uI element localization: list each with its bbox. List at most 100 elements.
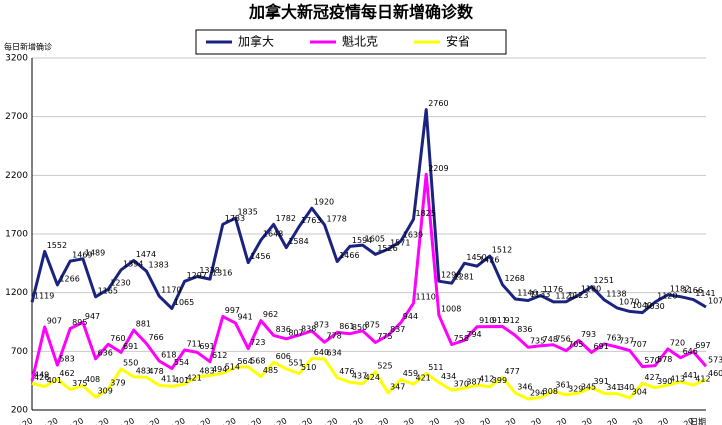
data-label: 1119 xyxy=(34,292,54,301)
legend-label: 魁北克 xyxy=(342,34,378,49)
data-label: 494 xyxy=(212,365,227,374)
data-label: 947 xyxy=(85,312,100,321)
data-label: 861 xyxy=(339,322,354,331)
data-label: 1165 xyxy=(98,286,118,295)
data-label: 907 xyxy=(47,317,62,326)
data-label: 758 xyxy=(454,334,469,343)
data-label: 391 xyxy=(594,377,609,386)
data-label: 379 xyxy=(110,378,125,387)
data-label: 412 xyxy=(695,375,710,384)
data-label: 1266 xyxy=(59,274,79,283)
y-tick-label: 1200 xyxy=(5,288,28,298)
data-label: 375 xyxy=(72,379,87,388)
data-label: 1297 xyxy=(187,271,207,280)
data-label: 636 xyxy=(98,348,113,357)
data-label: 514 xyxy=(225,363,240,372)
data-label: 1474 xyxy=(136,250,156,259)
data-label: 911 xyxy=(492,316,507,325)
data-label: 1281 xyxy=(454,273,474,282)
y-tick-label: 200 xyxy=(11,406,28,416)
data-label: 570 xyxy=(644,356,659,365)
data-label: 748 xyxy=(543,335,558,344)
data-label: 551 xyxy=(288,358,303,367)
data-label: 1141 xyxy=(695,289,715,298)
data-label: 763 xyxy=(606,333,621,342)
data-label: 646 xyxy=(683,347,698,356)
data-label: 401 xyxy=(174,376,189,385)
data-label: 578 xyxy=(657,355,672,364)
data-label: 510 xyxy=(301,363,316,372)
data-label: 2209 xyxy=(428,164,448,173)
legend-label: 安省 xyxy=(446,34,470,49)
data-label: 720 xyxy=(670,338,685,347)
data-label: 424 xyxy=(365,373,380,382)
data-label: 483 xyxy=(199,366,214,375)
data-label: 413 xyxy=(670,375,685,384)
y-tick-label: 2700 xyxy=(5,112,28,122)
data-label: 476 xyxy=(339,367,354,376)
y-axis-label: 每日新增确诊 xyxy=(4,42,52,52)
data-label: 775 xyxy=(377,332,392,341)
data-label: 707 xyxy=(632,340,647,349)
data-label: 1648 xyxy=(263,230,283,239)
data-label: 962 xyxy=(263,310,278,319)
data-label: 1584 xyxy=(288,237,308,246)
data-label: 691 xyxy=(199,342,214,351)
data-label: 390 xyxy=(657,377,672,386)
data-label: 1469 xyxy=(72,251,92,260)
series-line xyxy=(31,356,707,401)
data-label: 793 xyxy=(581,330,596,339)
y-tick-label: 1700 xyxy=(5,230,28,240)
data-label: 346 xyxy=(517,382,532,391)
data-label: 1110 xyxy=(416,293,436,302)
data-label: 329 xyxy=(568,384,583,393)
data-label: 1120 xyxy=(657,292,677,301)
data-label: 1394 xyxy=(123,259,143,268)
data-label: 895 xyxy=(72,318,87,327)
data-label: 573 xyxy=(708,356,722,365)
data-label: 427 xyxy=(644,373,659,382)
data-label: 691 xyxy=(123,342,138,351)
series-line xyxy=(30,108,707,315)
data-label: 564 xyxy=(237,357,252,366)
data-label: 554 xyxy=(174,358,189,367)
data-label: 1526 xyxy=(377,244,397,253)
legend-label: 加拿大 xyxy=(238,34,274,49)
data-label: 875 xyxy=(365,320,380,329)
x-axis-label: 日期 xyxy=(690,418,706,425)
data-label: 347 xyxy=(390,382,405,391)
data-label: 361 xyxy=(555,381,570,390)
data-label: 910 xyxy=(479,316,494,325)
data-label: 807 xyxy=(288,328,303,337)
data-label: 1426 xyxy=(479,256,499,265)
data-label: 837 xyxy=(390,325,405,334)
data-label: 881 xyxy=(136,320,151,329)
data-label: 459 xyxy=(403,369,418,378)
data-label: 421 xyxy=(187,374,202,383)
data-label: 449 xyxy=(34,370,49,379)
data-label: 1450 xyxy=(466,253,486,262)
data-label: 1030 xyxy=(644,302,664,311)
data-label: 437 xyxy=(352,372,367,381)
data-label: 408 xyxy=(85,375,100,384)
y-tick-label: 2200 xyxy=(5,171,28,181)
data-label: 711 xyxy=(187,340,202,349)
data-label: 1123 xyxy=(568,291,588,300)
data-label: 1383 xyxy=(148,261,168,270)
data-label: 1920 xyxy=(314,198,334,207)
data-label: 778 xyxy=(326,332,341,341)
data-label: 618 xyxy=(161,350,176,359)
data-label: 1065 xyxy=(174,298,194,307)
y-tick-label: 3200 xyxy=(5,54,28,64)
data-label: 370 xyxy=(454,380,469,389)
data-label: 1268 xyxy=(505,274,525,283)
data-label: 737 xyxy=(619,336,634,345)
data-label: 412 xyxy=(479,375,494,384)
data-label: 1783 xyxy=(225,214,245,223)
data-label: 478 xyxy=(148,367,163,376)
data-label: 1166 xyxy=(683,286,703,295)
data-label: 766 xyxy=(148,333,163,342)
data-label: 912 xyxy=(505,316,520,325)
data-label: 705 xyxy=(568,340,583,349)
